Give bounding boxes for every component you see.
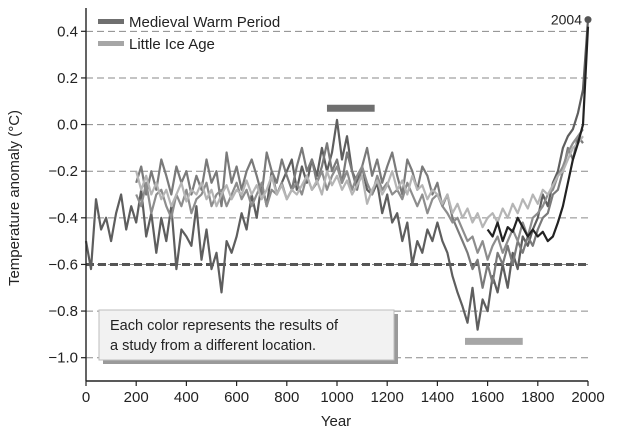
y-tick-label-5: 0.0 [57,117,78,134]
period-bar-1 [465,337,523,345]
legend-label-little-ice-age: Little Ice Age [129,36,215,53]
x-tick-label-8: 1600 [471,389,504,406]
annotation-line-2: a study from a different location. [110,338,316,354]
legend-swatch-medieval [98,19,124,24]
x-tick-label-9: 1800 [521,389,554,406]
y-tick-label-6: 0.2 [57,70,78,87]
series-line-1 [135,135,584,289]
y-tick-label-7: 0.4 [57,23,78,40]
end-marker-label: 2004 [551,12,582,28]
x-tick-label-4: 800 [274,389,299,406]
legend: Medieval Warm Period Little Ice Age [98,14,280,53]
annotation-panel [98,309,395,361]
series-layer [84,19,590,331]
period-bar-0 [326,104,375,112]
series-line-2 [135,128,584,261]
y-tick-label-2: −0.6 [48,256,78,273]
end-marker-dot [584,16,592,24]
x-tick-label-2: 400 [174,389,199,406]
annotation-box: Each color represents the results of a s… [98,309,398,364]
x-tick-label-1: 200 [124,389,149,406]
period-bars-layer [326,104,523,345]
series-line-0 [84,19,590,331]
x-tick-label-6: 1200 [371,389,404,406]
y-tick-label-3: −0.4 [48,210,78,227]
y-axis-title: Temperature anomaly (°C) [6,110,23,286]
x-tick-label-7: 1400 [421,389,454,406]
x-tick-label-3: 600 [224,389,249,406]
end-marker: 2004 [551,12,592,28]
series-line-4 [486,26,590,243]
x-tick-label-5: 1000 [320,389,353,406]
x-axis-title: Year [321,413,351,430]
annotation-line-1: Each color represents the results of [110,318,339,334]
x-tick-label-0: 0 [82,389,90,406]
series-line-3 [135,135,584,229]
y-tick-label-0: −1.0 [48,350,78,367]
y-tick-label-4: −0.2 [48,163,78,180]
tick-labels: −1.0 −0.8 −0.6 −0.4 −0.2 0.0 0.2 0.4 0 200 400 600 8… [48,23,604,406]
y-tick-label-1: −0.8 [48,303,78,320]
x-tick-label-10: 2000 [571,389,604,406]
legend-swatch-little-ice-age [98,41,124,46]
legend-label-medieval: Medieval Warm Period [129,14,280,31]
